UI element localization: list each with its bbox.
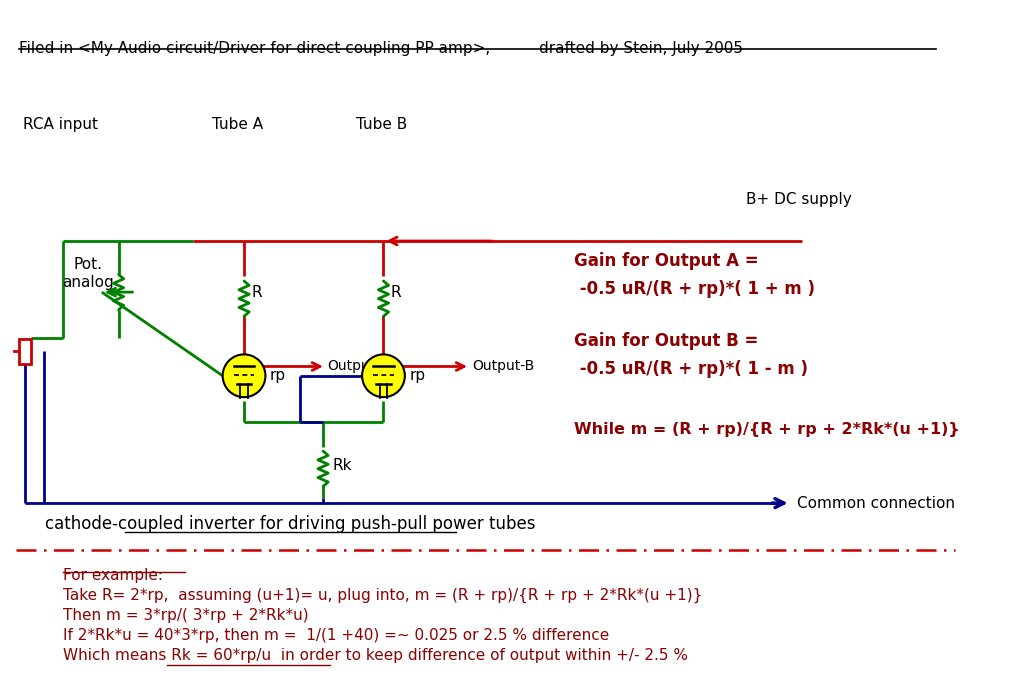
Text: Then m = 3*rp/( 3*rp + 2*Rk*u): Then m = 3*rp/( 3*rp + 2*Rk*u) xyxy=(62,608,308,623)
Text: Filed in <My Audio circuit/Driver for direct coupling PP amp>,          drafted : Filed in <My Audio circuit/Driver for di… xyxy=(19,41,743,56)
Text: -0.5 uR/(R + rp)*( 1 - m ): -0.5 uR/(R + rp)*( 1 - m ) xyxy=(574,360,808,378)
Text: rp: rp xyxy=(410,368,426,383)
Text: For example:: For example: xyxy=(62,568,163,584)
Text: Pot.
analog: Pot. analog xyxy=(62,257,114,290)
Text: Output-B: Output-B xyxy=(472,360,534,374)
Text: RCA input: RCA input xyxy=(23,117,98,132)
Text: R: R xyxy=(391,285,401,299)
Text: rp: rp xyxy=(270,368,286,383)
Text: Output-A: Output-A xyxy=(328,360,390,374)
FancyBboxPatch shape xyxy=(19,339,31,364)
Text: R: R xyxy=(252,285,262,299)
Text: B+ DC supply: B+ DC supply xyxy=(745,192,852,207)
Text: Take R= 2*rp,  assuming (u+1)= u, plug into, m = (R + rp)/{R + rp + 2*Rk*(u +1)}: Take R= 2*rp, assuming (u+1)= u, plug in… xyxy=(62,588,702,604)
Text: If 2*Rk*u = 40*3*rp, then m =  1/(1 +40) =~ 0.025 or 2.5 % difference: If 2*Rk*u = 40*3*rp, then m = 1/(1 +40) … xyxy=(62,628,609,643)
Text: Common connection: Common connection xyxy=(797,495,955,511)
Circle shape xyxy=(222,354,265,397)
Text: Tube A: Tube A xyxy=(212,117,262,132)
Circle shape xyxy=(362,354,404,397)
Text: -0.5 uR/(R + rp)*( 1 + m ): -0.5 uR/(R + rp)*( 1 + m ) xyxy=(574,280,815,298)
Text: cathode-coupled inverter for driving push-pull power tubes: cathode-coupled inverter for driving pus… xyxy=(45,516,536,534)
Text: Tube B: Tube B xyxy=(355,117,407,132)
Text: Gain for Output B =: Gain for Output B = xyxy=(574,332,759,350)
Text: Rk: Rk xyxy=(333,459,352,473)
Text: Gain for Output A =: Gain for Output A = xyxy=(574,252,759,270)
Text: While m = (R + rp)/{R + rp + 2*Rk*(u +1)}: While m = (R + rp)/{R + rp + 2*Rk*(u +1)… xyxy=(574,422,959,437)
Text: Which means Rk = 60*rp/u  in order to keep difference of output within +/- 2.5 %: Which means Rk = 60*rp/u in order to kee… xyxy=(62,648,688,663)
